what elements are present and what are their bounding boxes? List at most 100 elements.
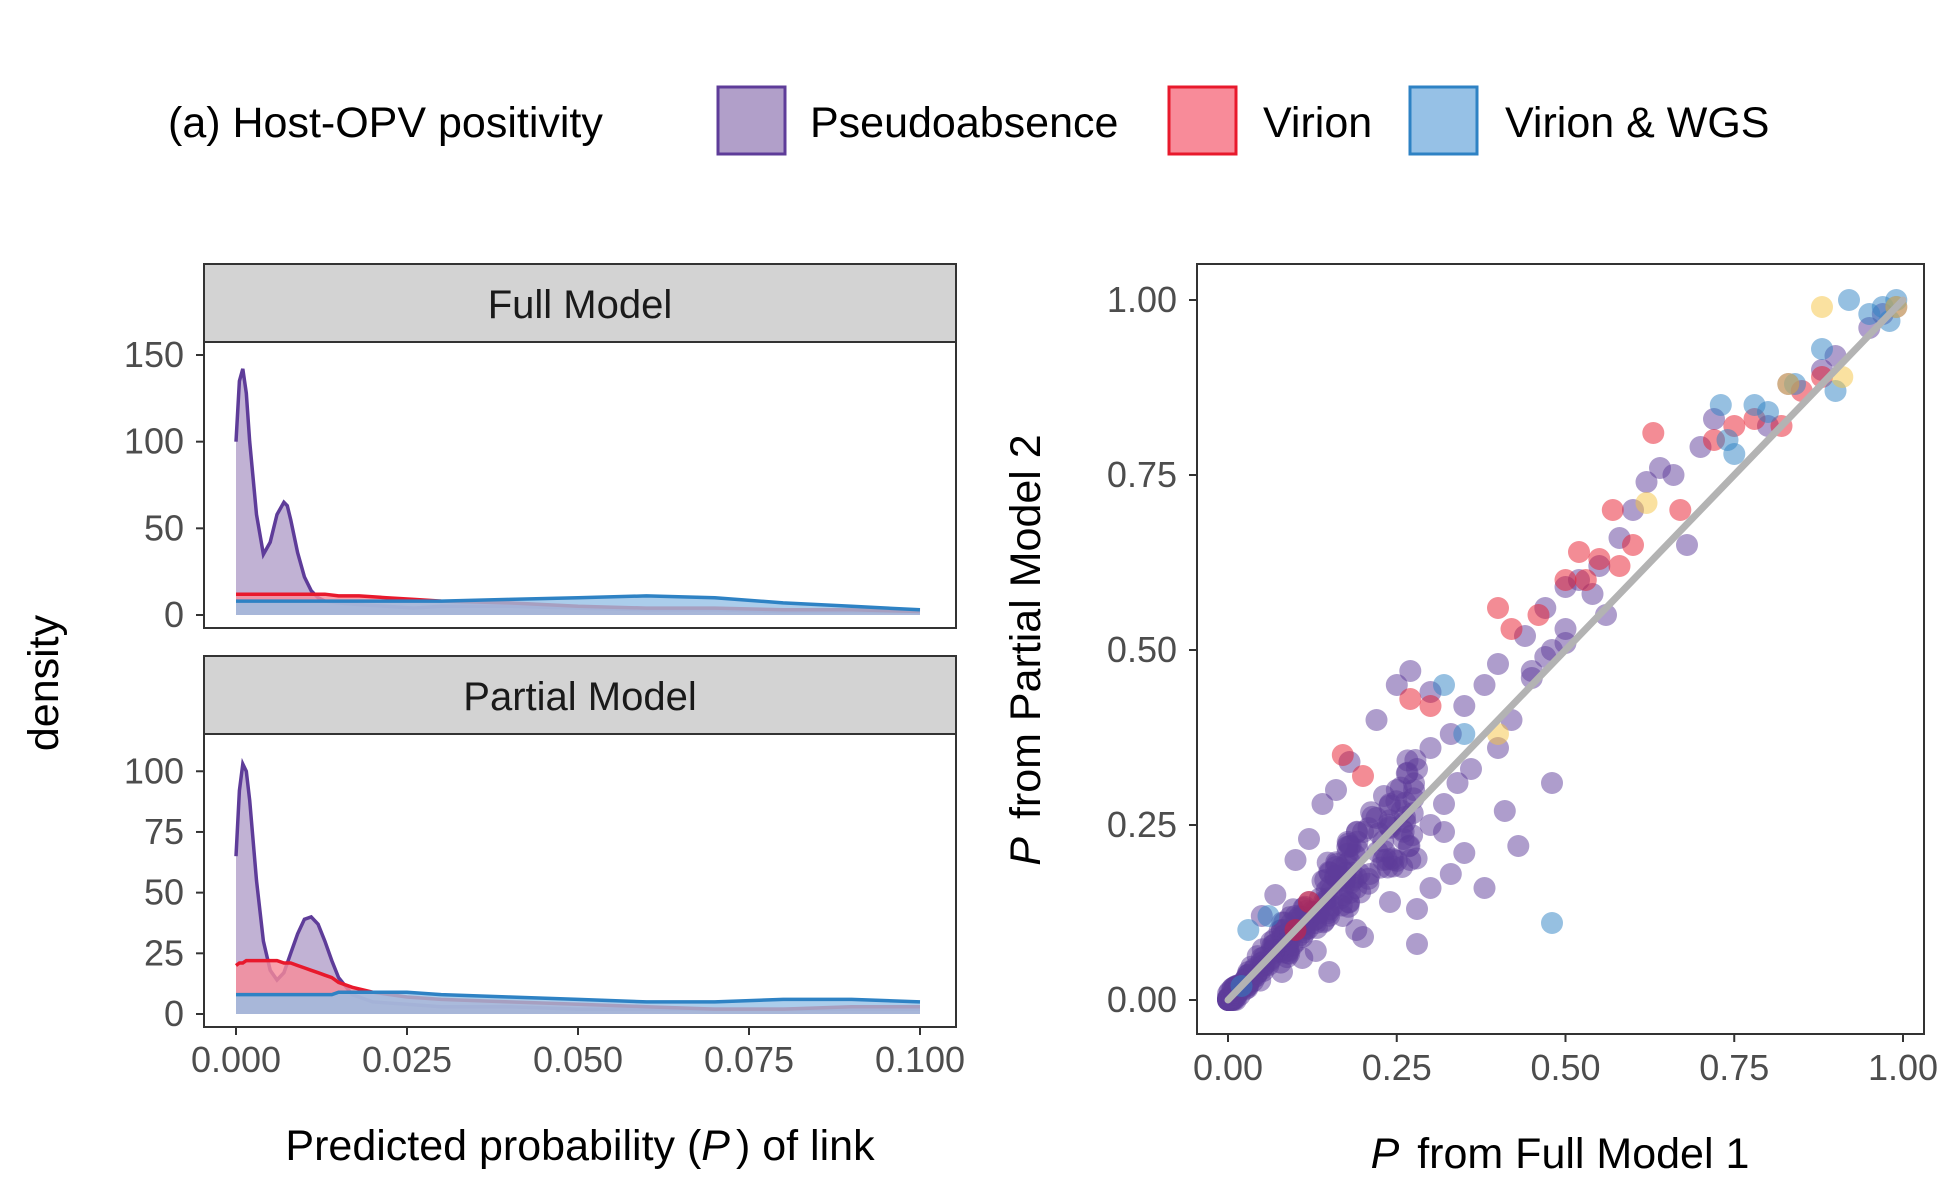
scatter-point-pseudoabsence bbox=[1394, 811, 1417, 833]
scatter-point-virion bbox=[1419, 695, 1442, 717]
scatter-point-pseudoabsence bbox=[1345, 877, 1368, 899]
partial-model-strip-label: Partial Model bbox=[463, 675, 696, 719]
density-x-title-prefix: Predicted probability ( bbox=[285, 1122, 702, 1170]
scatter-point-virion-wgs bbox=[1723, 443, 1746, 465]
density-x-title-italic: P bbox=[701, 1122, 730, 1170]
scatter-point-other bbox=[1777, 373, 1800, 395]
scatter-x-tick-label: 1.00 bbox=[1868, 1047, 1938, 1088]
density-x-tick-label: 0.025 bbox=[362, 1039, 452, 1080]
full-pseudoabsence-area bbox=[236, 368, 920, 615]
scatter-point-virion-wgs bbox=[1757, 401, 1779, 423]
full-model-panel: Full Model 0 50 100 150 bbox=[124, 263, 957, 635]
legend-label-virion: Virion bbox=[1263, 99, 1372, 147]
scatter-point-virion-wgs bbox=[1838, 289, 1860, 311]
partial-model-strip bbox=[203, 655, 957, 735]
scatter-y-tick-label: 0.00 bbox=[1107, 979, 1177, 1020]
scatter-point-pseudoabsence bbox=[1311, 870, 1334, 892]
scatter-y-title-italic: P bbox=[1002, 837, 1050, 866]
legend-key-virion-wgs bbox=[1408, 85, 1479, 156]
scatter-x-title-italic: P bbox=[1371, 1130, 1400, 1178]
scatter-point-virion bbox=[1568, 541, 1590, 563]
partial-model-y-ticks: 0 25 50 75 100 bbox=[124, 750, 204, 1034]
scatter-x-ticks: 0.00 0.25 0.50 0.75 1.00 bbox=[1193, 1034, 1938, 1088]
scatter-y-ticks: 0.00 0.25 0.50 0.75 1.00 bbox=[1107, 279, 1197, 1020]
partial-model-density-curves bbox=[234, 757, 921, 1014]
scatter-point-pseudoabsence bbox=[1662, 464, 1685, 486]
scatter-point-pseudoabsence bbox=[1439, 863, 1462, 885]
scatter-point-pseudoabsence bbox=[1358, 863, 1381, 885]
scatter-point-virion bbox=[1399, 688, 1422, 710]
scatter-y-tick-label: 0.25 bbox=[1107, 804, 1177, 845]
full-y-tick-label: 0 bbox=[164, 594, 184, 635]
full-model-strip-label: Full Model bbox=[488, 283, 673, 327]
scatter-x-tick-label: 0.25 bbox=[1362, 1047, 1432, 1088]
legend-label-virion-wgs: Virion & WGS bbox=[1505, 99, 1769, 147]
partial-y-tick-label: 50 bbox=[144, 872, 184, 913]
scatter-point-virion-wgs bbox=[1453, 723, 1476, 745]
scatter-point-pseudoabsence bbox=[1419, 737, 1442, 759]
scatter-panel: 0.00 0.25 0.50 0.75 1.00 0.00 0.25 0.50 0.75 1.0… bbox=[1107, 263, 1938, 1088]
scatter-point-virion-wgs bbox=[1541, 912, 1563, 934]
scatter-point-virion bbox=[1608, 555, 1631, 577]
full-y-tick-label: 150 bbox=[124, 334, 184, 375]
legend-title: (a) Host-OPV positivity bbox=[168, 99, 603, 147]
scatter-point-virion bbox=[1352, 765, 1374, 787]
legend-key-pseudoabsence bbox=[716, 85, 787, 156]
scatter-point-virion-wgs bbox=[1433, 674, 1455, 696]
scatter-point-virion bbox=[1500, 618, 1523, 640]
full-y-tick-label: 100 bbox=[124, 421, 184, 462]
scatter-point-pseudoabsence bbox=[1399, 660, 1422, 682]
density-x-tick-label: 0.100 bbox=[875, 1039, 965, 1080]
scatter-point-pseudoabsence bbox=[1446, 772, 1469, 794]
scatter-point-pseudoabsence bbox=[1365, 709, 1388, 731]
scatter-point-pseudoabsence bbox=[1298, 828, 1320, 850]
scatter-point-pseudoabsence bbox=[1372, 849, 1395, 871]
full-model-y-ticks: 0 50 100 150 bbox=[124, 334, 204, 635]
scatter-point-pseudoabsence bbox=[1433, 821, 1455, 843]
scatter-point-pseudoabsence bbox=[1304, 940, 1327, 962]
scatter-point-pseudoabsence bbox=[1487, 653, 1509, 675]
scatter-x-tick-label: 0.75 bbox=[1699, 1047, 1769, 1088]
scatter-trend-line bbox=[1224, 296, 1907, 1004]
scatter-point-pseudoabsence bbox=[1406, 758, 1428, 780]
density-x-tick-label: 0.075 bbox=[704, 1039, 794, 1080]
density-x-title-suffix: ) of link bbox=[736, 1122, 875, 1170]
scatter-point-virion-wgs bbox=[1257, 905, 1280, 927]
scatter-point-pseudoabsence bbox=[1264, 884, 1287, 906]
scatter-point-pseudoabsence bbox=[1406, 898, 1428, 920]
scatter-x-tick-label: 0.50 bbox=[1530, 1047, 1600, 1088]
scatter-point-pseudoabsence bbox=[1399, 849, 1422, 871]
scatter-point-virion bbox=[1669, 499, 1692, 521]
partial-virion-wgs-area bbox=[236, 992, 920, 1014]
partial-y-tick-label: 100 bbox=[124, 750, 184, 791]
scatter-y-title-rest: from Partial Model 2 bbox=[1002, 434, 1050, 831]
density-x-tick-label: 0.000 bbox=[191, 1039, 281, 1080]
partial-y-tick-label: 0 bbox=[164, 993, 184, 1034]
scatter-point-pseudoabsence bbox=[1284, 849, 1307, 871]
scatter-y-tick-label: 0.50 bbox=[1107, 629, 1177, 670]
scatter-point-pseudoabsence bbox=[1379, 891, 1401, 913]
scatter-y-axis-title: P from Partial Model 2 bbox=[1002, 434, 1050, 865]
scatter-point-virion-wgs bbox=[1237, 919, 1260, 941]
full-model-density-curves bbox=[234, 368, 921, 615]
full-y-tick-label: 50 bbox=[144, 507, 184, 548]
scatter-point-pseudoabsence bbox=[1473, 674, 1496, 696]
legend: (a) Host-OPV positivity Pseudoabsence Vi… bbox=[168, 85, 1769, 156]
scatter-point-virion bbox=[1601, 499, 1624, 521]
scatter-point-pseudoabsence bbox=[1331, 905, 1354, 927]
scatter-x-title-rest: from Full Model 1 bbox=[1405, 1130, 1749, 1178]
scatter-point-pseudoabsence bbox=[1453, 842, 1476, 864]
scatter-point-virion bbox=[1588, 548, 1611, 570]
scatter-x-axis-title: P from Full Model 1 bbox=[1371, 1130, 1750, 1178]
scatter-point-virion bbox=[1642, 422, 1665, 444]
partial-model-panel: Partial Model 0 25 50 75 100 bbox=[124, 655, 957, 1034]
scatter-point-pseudoabsence bbox=[1635, 471, 1658, 493]
scatter-point-virion bbox=[1487, 597, 1509, 619]
scatter-point-pseudoabsence bbox=[1453, 695, 1476, 717]
scatter-point-pseudoabsence bbox=[1352, 821, 1374, 843]
density-x-ticks: 0.000 0.025 0.050 0.075 0.100 bbox=[191, 1027, 965, 1080]
scatter-point-pseudoabsence bbox=[1676, 534, 1698, 556]
scatter-x-tick-label: 0.00 bbox=[1193, 1047, 1263, 1088]
partial-y-tick-label: 25 bbox=[144, 932, 184, 973]
